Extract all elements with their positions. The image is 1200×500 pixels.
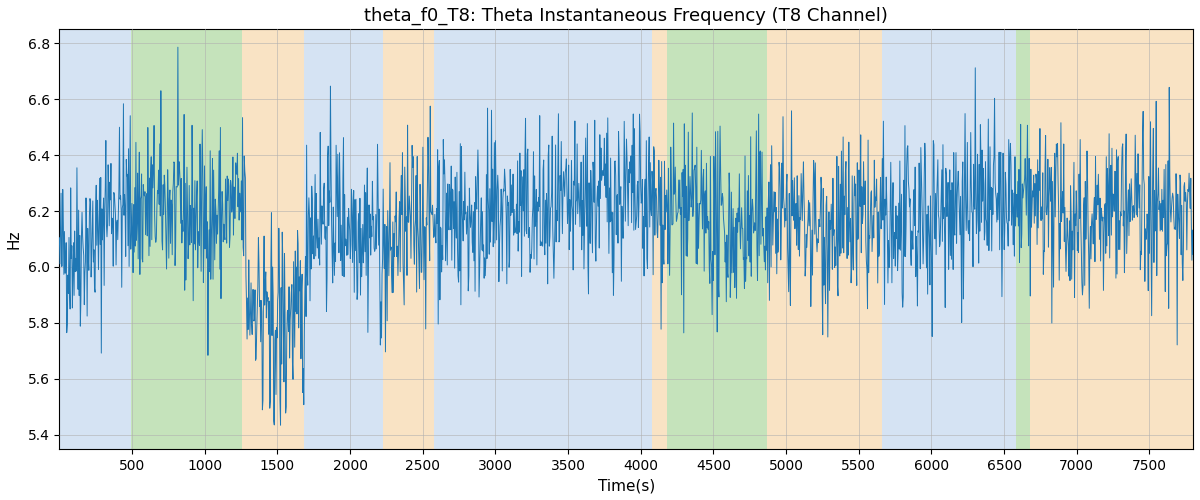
Bar [434,30,653,449]
Y-axis label: Hz: Hz [7,230,22,249]
Title: theta_f0_T8: Theta Instantaneous Frequency (T8 Channel): theta_f0_T8: Theta Instantaneous Frequen… [365,7,888,25]
Bar [131,30,242,449]
Bar [304,30,384,449]
Bar [1015,30,1031,449]
Bar [667,30,767,449]
Bar [242,30,304,449]
Bar [384,30,434,449]
Bar [1031,30,1193,449]
Bar [59,30,131,449]
Bar [767,30,882,449]
X-axis label: Time(s): Time(s) [598,478,655,493]
Bar [653,30,667,449]
Bar [882,30,1015,449]
